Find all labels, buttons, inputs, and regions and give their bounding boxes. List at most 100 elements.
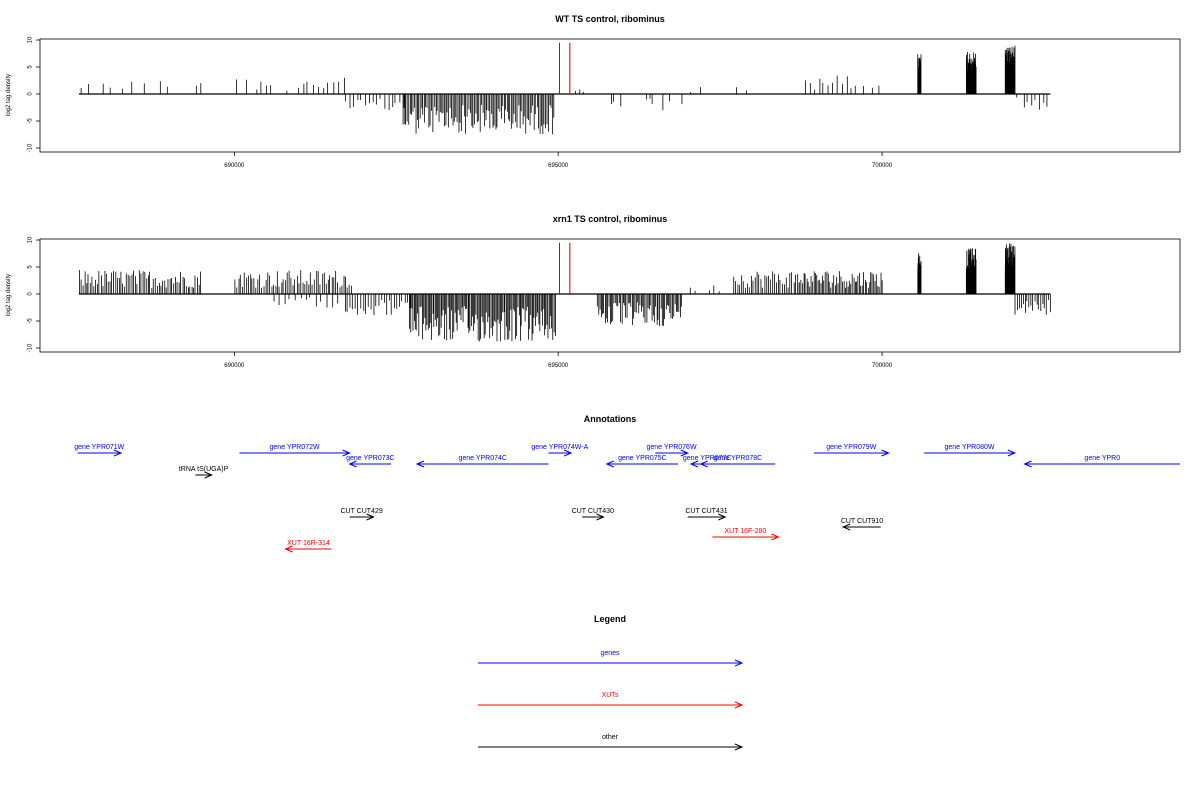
- feature-label: gene YPR076W: [646, 444, 696, 451]
- annotations-title: Annotations: [584, 414, 637, 424]
- annotation-feature: XUT 16F-280: [712, 528, 780, 541]
- legend-entries: genes XUTs other: [478, 650, 744, 751]
- feature-label: gene YPR0: [1084, 455, 1120, 462]
- xrn1-axes: -10 -5 0 5 10 690000 695000 700000: [28, 236, 893, 369]
- strand-arrowhead: [841, 523, 851, 531]
- strand-arrowhead: [1023, 460, 1032, 468]
- feature-label: tRNA tS(UGA)P: [179, 466, 229, 473]
- strand-arrowhead: [284, 545, 293, 553]
- strand-arrowhead: [596, 513, 605, 521]
- annotation-feature: gene YPR074W-A: [531, 444, 589, 457]
- annotation-feature: gene YPR071W: [74, 444, 125, 457]
- y-tick-label: 10: [28, 36, 34, 43]
- strand-arrowhead: [718, 513, 727, 521]
- annotation-feature: gene YPR079W: [814, 444, 890, 457]
- wt-panel-title: WT TS control, ribominus: [555, 14, 665, 24]
- xrn1-panel-title: xrn1 TS control, ribominus: [553, 214, 668, 224]
- strand-arrowhead: [689, 460, 699, 468]
- x-tick-label: 695000: [548, 163, 569, 169]
- annotation-feature: gene YPR074C: [415, 455, 549, 468]
- feature-label: gene YPR077C: [683, 455, 732, 462]
- y-tick-label: -10: [28, 343, 34, 352]
- feature-label: gene YPR072W: [270, 444, 320, 451]
- strand-arrowhead: [563, 449, 573, 457]
- annotation-feature: gene YPR0: [1023, 455, 1180, 468]
- legend: Legend genes XUTs other: [478, 614, 744, 751]
- annotation-feature: gene YPR072W: [239, 444, 351, 457]
- legend-arrowhead: [734, 701, 744, 709]
- feature-label: CUT CUT429: [340, 508, 382, 515]
- wt-axes: -10 -5 0 5 10 690000 695000 700000: [28, 36, 893, 169]
- feature-label: XUT 16R-314: [287, 540, 330, 547]
- strand-arrowhead: [348, 460, 357, 468]
- strand-arrowhead: [1007, 449, 1017, 457]
- feature-label: gene YPR075C: [618, 455, 667, 462]
- xrn1-plot-frame: [39, 238, 1181, 353]
- feature-label: gene YPR079W: [826, 444, 876, 451]
- annotation-feature: XUT 16R-314: [284, 540, 332, 553]
- legend-entry: genes: [478, 650, 744, 667]
- feature-label: CUT CUT910: [841, 518, 883, 525]
- feature-label: gene YPR073C: [346, 455, 395, 462]
- legend-arrowhead: [734, 659, 744, 667]
- strand-arrowhead: [342, 449, 351, 457]
- annotation-track: Annotations gene YPR071W gene YPR072Wgene…: [74, 414, 1180, 553]
- wt-plot-frame: [39, 38, 1181, 153]
- y-tick-label: -5: [28, 118, 34, 124]
- strand-arrowhead: [881, 449, 890, 457]
- strand-arrowhead: [699, 460, 708, 468]
- annotation-feature: tRNA tS(UGA)P: [179, 466, 229, 479]
- annotation-feature: CUT CUT910: [841, 518, 883, 531]
- annotation-feature: gene YPR073C: [346, 455, 395, 468]
- annotation-feature: CUT CUT431: [685, 508, 728, 521]
- y-tick-label: 0: [28, 292, 34, 296]
- strand-arrowhead: [204, 471, 213, 479]
- annotation-features: gene YPR071W gene YPR072W gene YPR073C gene…: [74, 444, 1180, 553]
- legend-entry: other: [478, 734, 744, 751]
- strand-arrowhead: [366, 513, 375, 521]
- legend-label: XUTs: [602, 692, 619, 699]
- wt-coverage-bars: [78, 42, 1051, 135]
- legend-label: genes: [600, 650, 620, 657]
- feature-label: gene YPR080W: [944, 444, 994, 451]
- annotation-feature: gene YPR076W: [646, 444, 697, 457]
- feature-label: gene YPR074C: [458, 455, 507, 462]
- annotation-feature: CUT CUT430: [572, 508, 614, 521]
- strand-arrowhead: [771, 533, 780, 541]
- annotation-feature: gene YPR078C: [699, 455, 776, 468]
- strand-arrowhead: [113, 449, 123, 457]
- strand-arrowhead: [680, 449, 689, 457]
- wt-coverage-panel: WT TS control, ribominus log2 tag densit…: [6, 14, 1181, 169]
- feature-label: XUT 16F-280: [724, 528, 766, 535]
- y-tick-label: -5: [28, 318, 34, 324]
- x-tick-label: 690000: [224, 163, 245, 169]
- legend-title: Legend: [594, 614, 626, 624]
- xrn1-y-axis-label: log2 tag density: [6, 274, 12, 316]
- annotation-feature: gene YPR075C: [605, 455, 679, 468]
- xrn1-coverage-bars: [78, 242, 1051, 342]
- feature-label: gene YPR078C: [714, 455, 763, 462]
- x-tick-label: 695000: [548, 363, 569, 369]
- feature-label: CUT CUT431: [685, 508, 727, 515]
- annotation-feature: CUT CUT429: [340, 508, 383, 521]
- y-tick-label: 5: [28, 265, 34, 269]
- legend-arrowhead: [734, 743, 744, 751]
- legend-entry: XUTs: [478, 692, 744, 709]
- strand-arrowhead: [605, 460, 614, 468]
- annotation-feature: gene YPR080W: [924, 444, 1017, 457]
- x-tick-label: 700000: [872, 163, 893, 169]
- x-tick-label: 700000: [872, 363, 893, 369]
- feature-label: gene YPR074W-A: [531, 444, 588, 451]
- wt-y-axis-label: log2 tag density: [6, 74, 12, 116]
- x-tick-label: 690000: [224, 363, 245, 369]
- xrn1-coverage-panel: xrn1 TS control, ribominus log2 tag dens…: [6, 214, 1181, 369]
- y-tick-label: -10: [28, 143, 34, 152]
- y-tick-label: 5: [28, 65, 34, 69]
- feature-label: gene YPR071W: [74, 444, 124, 451]
- feature-label: CUT CUT430: [572, 508, 614, 515]
- strand-arrowhead: [415, 460, 425, 468]
- legend-label: other: [602, 734, 619, 741]
- y-tick-label: 0: [28, 92, 34, 96]
